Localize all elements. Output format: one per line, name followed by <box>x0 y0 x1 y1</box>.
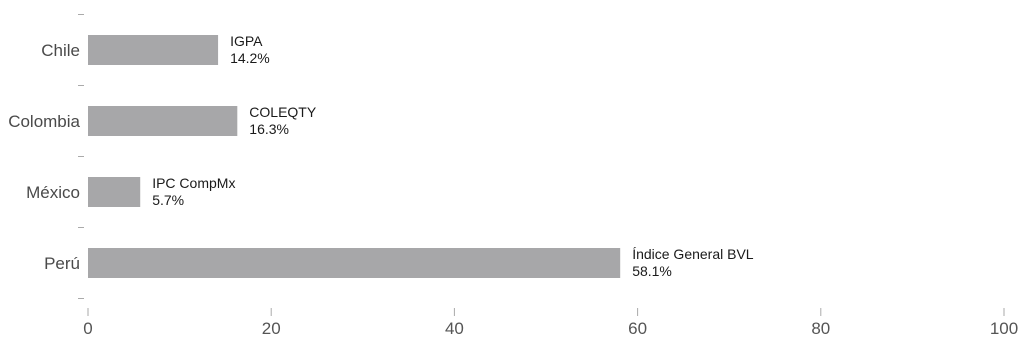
category-labels: Chile Colombia México Perú <box>8 41 80 273</box>
x-tick-label: 80 <box>811 319 830 338</box>
bar-index-name-label: IPC CompMx <box>152 175 235 191</box>
x-tick-label: 60 <box>628 319 647 338</box>
x-tick-label: 0 <box>83 319 92 338</box>
bar-value-label: 5.7% <box>152 192 184 208</box>
x-axis: 0 20 40 60 80 100 <box>83 308 1018 338</box>
category-label: Perú <box>44 254 80 273</box>
bar-mexico <box>88 177 141 207</box>
category-label: México <box>26 183 80 202</box>
bar-colombia <box>88 106 238 136</box>
bar-value-label: 14.2% <box>230 50 270 66</box>
bar-value-label: 16.3% <box>249 121 289 137</box>
bar-index-name-label: Índice General BVL <box>632 246 754 262</box>
bar-peru <box>88 248 621 278</box>
bar-index-name-label: COLEQTY <box>249 104 317 120</box>
category-label: Chile <box>41 41 80 60</box>
bar-value-label: 58.1% <box>632 263 672 279</box>
x-tick-label: 100 <box>990 319 1018 338</box>
y-axis-separators <box>78 14 84 299</box>
category-label: Colombia <box>8 112 80 131</box>
x-tick-label: 20 <box>262 319 281 338</box>
x-tick-label: 40 <box>445 319 464 338</box>
bar-index-name-label: IGPA <box>230 33 263 49</box>
bar-chile <box>88 35 219 65</box>
bars <box>88 35 621 278</box>
